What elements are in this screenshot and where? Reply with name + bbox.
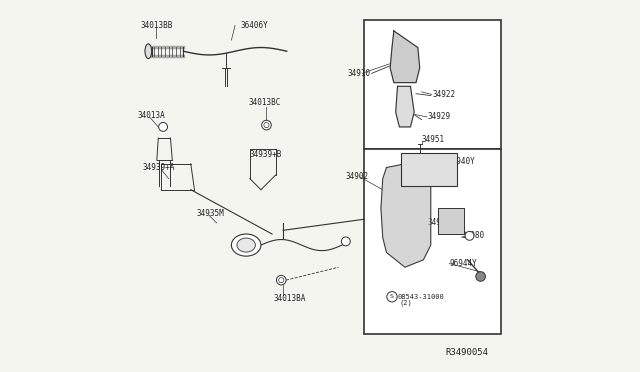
Circle shape xyxy=(387,292,397,302)
Text: 08543-31000: 08543-31000 xyxy=(397,294,444,300)
Text: R3490054: R3490054 xyxy=(445,348,488,357)
Text: 34013BC: 34013BC xyxy=(248,99,280,108)
Polygon shape xyxy=(390,31,420,83)
Text: 34013BA: 34013BA xyxy=(274,294,306,303)
Polygon shape xyxy=(396,86,414,127)
Text: 34922: 34922 xyxy=(433,90,456,99)
Circle shape xyxy=(476,272,485,281)
Text: 34950M: 34950M xyxy=(427,218,455,227)
Text: 34980: 34980 xyxy=(461,231,484,240)
Circle shape xyxy=(276,275,286,285)
Ellipse shape xyxy=(145,44,152,59)
Text: 96944Y: 96944Y xyxy=(449,259,477,268)
Text: 34935M: 34935M xyxy=(196,209,224,218)
Text: 34013A: 34013A xyxy=(137,111,165,121)
Circle shape xyxy=(262,120,271,130)
Ellipse shape xyxy=(237,238,255,252)
Text: 36406Y: 36406Y xyxy=(241,21,268,30)
Circle shape xyxy=(341,237,350,246)
Bar xyxy=(401,153,456,186)
Text: 34902: 34902 xyxy=(345,172,368,181)
Text: 34939+A: 34939+A xyxy=(143,163,175,172)
Circle shape xyxy=(278,278,284,283)
Circle shape xyxy=(465,231,474,240)
Text: 96940Y: 96940Y xyxy=(447,157,475,166)
Polygon shape xyxy=(381,164,431,267)
Bar xyxy=(364,20,501,149)
Text: 34929: 34929 xyxy=(427,112,450,121)
Circle shape xyxy=(264,122,269,128)
Text: S: S xyxy=(390,294,394,299)
Text: 34951: 34951 xyxy=(422,135,445,144)
Text: (2): (2) xyxy=(399,300,412,306)
Text: 34013BB: 34013BB xyxy=(141,21,173,30)
Bar xyxy=(364,149,501,334)
Text: 34939+B: 34939+B xyxy=(250,150,282,159)
Bar xyxy=(438,208,464,234)
Text: 34910: 34910 xyxy=(348,69,371,78)
Ellipse shape xyxy=(232,234,261,256)
Circle shape xyxy=(159,122,168,131)
